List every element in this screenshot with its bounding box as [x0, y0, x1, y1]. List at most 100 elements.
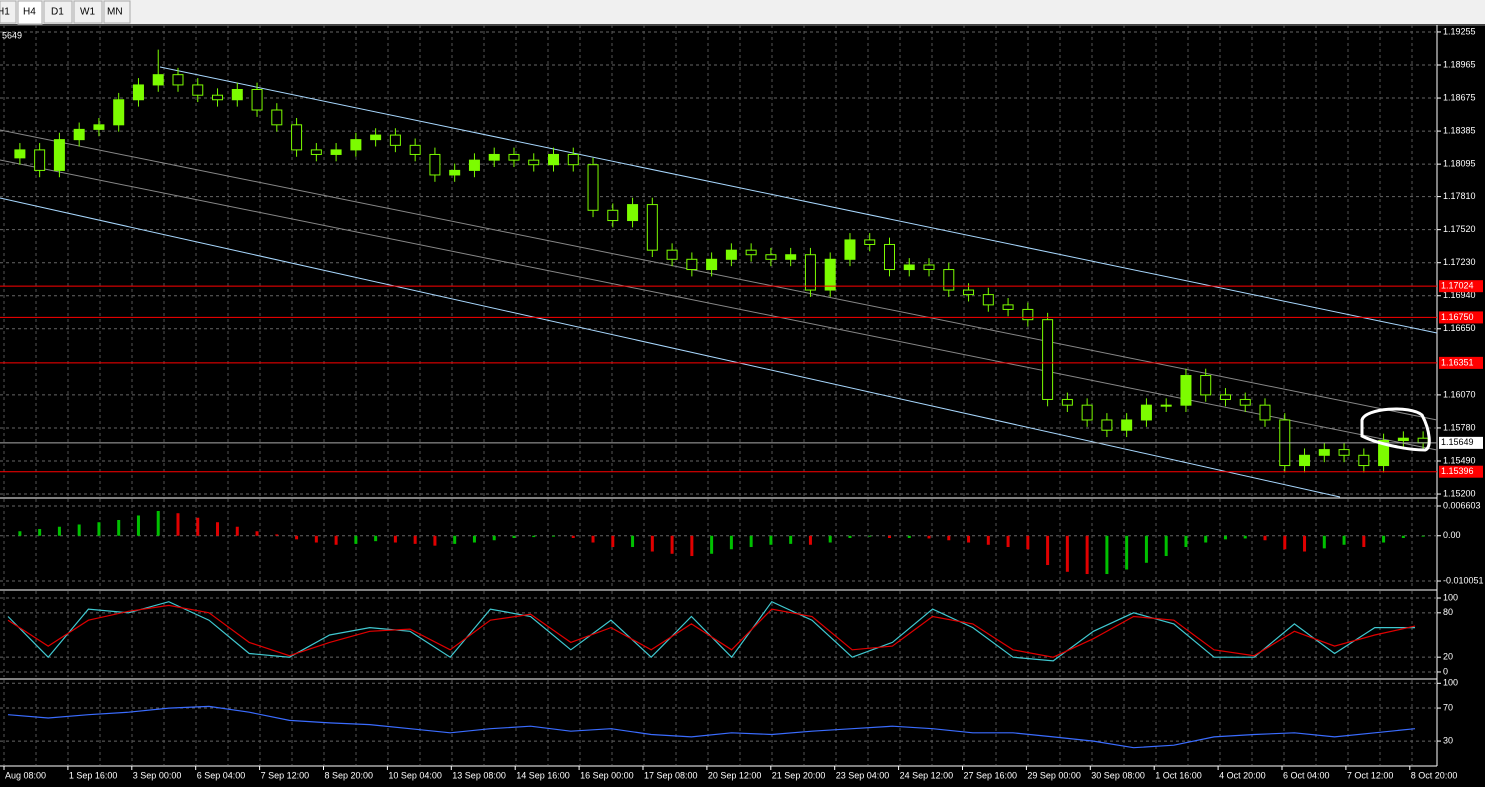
x-tick-label: 6 Sep 04:00: [197, 770, 246, 780]
level-label: 1.17024: [1441, 281, 1474, 291]
histogram-bar: [1263, 535, 1267, 541]
histogram-bar: [1065, 535, 1069, 572]
candle-body: [1121, 419, 1133, 431]
histogram-bar: [1125, 535, 1129, 570]
tab[interactable]: [103, 0, 131, 24]
y-tick-label: 80: [1443, 607, 1453, 617]
histogram-bar: [18, 531, 22, 536]
candle-body: [1140, 404, 1152, 421]
candle-body: [923, 264, 935, 271]
histogram-bar: [354, 535, 358, 544]
candle-body: [330, 149, 342, 155]
level-label-bg: [1439, 356, 1483, 369]
tab-label[interactable]: MN: [107, 7, 123, 18]
histogram-bar: [1401, 535, 1405, 539]
x-tick-label: 27 Sep 16:00: [964, 770, 1018, 780]
candle-body: [587, 164, 599, 211]
x-tick-label: 24 Sep 12:00: [900, 770, 954, 780]
candle-body: [824, 258, 836, 291]
tab-label[interactable]: H1: [0, 7, 10, 18]
x-tick-label: 17 Sep 08:00: [644, 770, 698, 780]
histogram-bar: [1223, 535, 1227, 540]
candle-body: [765, 254, 777, 260]
tab-selected[interactable]: [17, 0, 43, 25]
y-tick-label: 1.17810: [1443, 191, 1476, 201]
candle-body: [1180, 375, 1192, 406]
histogram-bar: [1105, 535, 1109, 575]
indicator-line: [7, 705, 1416, 749]
x-tick-label: 29 Sep 00:00: [1027, 770, 1081, 780]
histogram-bar: [1046, 535, 1050, 566]
y-tick-label: 20: [1443, 652, 1453, 662]
tab[interactable]: [43, 0, 73, 24]
histogram-bar: [986, 535, 990, 545]
histogram-bar: [295, 535, 299, 540]
tab-label[interactable]: W1: [80, 7, 95, 18]
candle-body: [686, 258, 698, 271]
candle-body: [1219, 394, 1231, 400]
tab[interactable]: [0, 0, 17, 24]
candle-body: [1378, 439, 1390, 467]
x-tick-label: 4 Oct 20:00: [1219, 770, 1266, 780]
candle-body: [1200, 375, 1212, 396]
candle-body: [1022, 308, 1034, 321]
candle-body: [1318, 449, 1330, 456]
histogram-bar: [887, 535, 891, 539]
histogram-bar: [97, 522, 101, 536]
histogram-bar: [769, 535, 773, 545]
histogram-bar: [176, 513, 180, 536]
histogram-bar: [413, 535, 417, 544]
candle-body: [1338, 449, 1350, 456]
y-tick-label: 0: [1443, 666, 1448, 676]
y-tick-label: 1.17520: [1443, 224, 1476, 234]
y-tick-label: 1.18095: [1443, 159, 1476, 169]
candle-body: [231, 88, 243, 101]
y-tick-label: 0.00: [1443, 530, 1461, 540]
candle-body: [93, 124, 105, 130]
histogram-bar: [650, 535, 654, 552]
histogram-bar: [77, 524, 81, 536]
y-tick-label: 1.16650: [1443, 323, 1476, 333]
histogram-bar: [216, 522, 220, 536]
histogram-bar: [591, 535, 595, 543]
x-tick-label: 1 Sep 16:00: [69, 770, 118, 780]
candle-body: [389, 134, 401, 146]
histogram-bar: [907, 535, 911, 539]
x-tick-label: 23 Sep 04:00: [836, 770, 890, 780]
candle-body: [804, 254, 816, 291]
y-tick-label: -0.010051: [1443, 575, 1484, 585]
candle-body: [646, 204, 658, 251]
y-tick-label: 0.006603: [1443, 500, 1481, 510]
candle-body: [745, 249, 757, 256]
candle-body: [982, 294, 994, 306]
y-tick-label: 1.16070: [1443, 389, 1476, 399]
candle-body: [271, 109, 283, 126]
histogram-bar: [710, 535, 714, 554]
tab[interactable]: [73, 0, 103, 24]
y-tick-label: 1.18385: [1443, 125, 1476, 135]
histogram-bar: [749, 535, 753, 548]
histogram-bar: [453, 535, 457, 544]
candle-body: [132, 84, 144, 101]
histogram-bar: [729, 535, 733, 550]
candle-body: [14, 149, 26, 159]
y-tick-label: 100: [1443, 678, 1458, 688]
candle-body: [706, 258, 718, 271]
candle-body: [666, 249, 678, 260]
tab-label[interactable]: H4: [23, 7, 36, 18]
candle-body: [1417, 437, 1429, 444]
y-tick-label: 100: [1443, 592, 1458, 602]
level-label: 1.16750: [1441, 312, 1474, 322]
candle-body: [113, 99, 125, 126]
candle-body: [1358, 454, 1370, 467]
level-label-bg: [1439, 280, 1483, 293]
histogram-bar: [967, 535, 971, 543]
annotation-ellipse: [1360, 407, 1431, 452]
y-tick-label: 1.15490: [1443, 455, 1476, 465]
x-tick-label: 30 Sep 08:00: [1091, 770, 1145, 780]
tab-label[interactable]: D1: [51, 7, 64, 18]
candle-body: [607, 209, 619, 222]
x-tick-label: 6 Oct 04:00: [1283, 770, 1330, 780]
grid: [0, 25, 1441, 765]
